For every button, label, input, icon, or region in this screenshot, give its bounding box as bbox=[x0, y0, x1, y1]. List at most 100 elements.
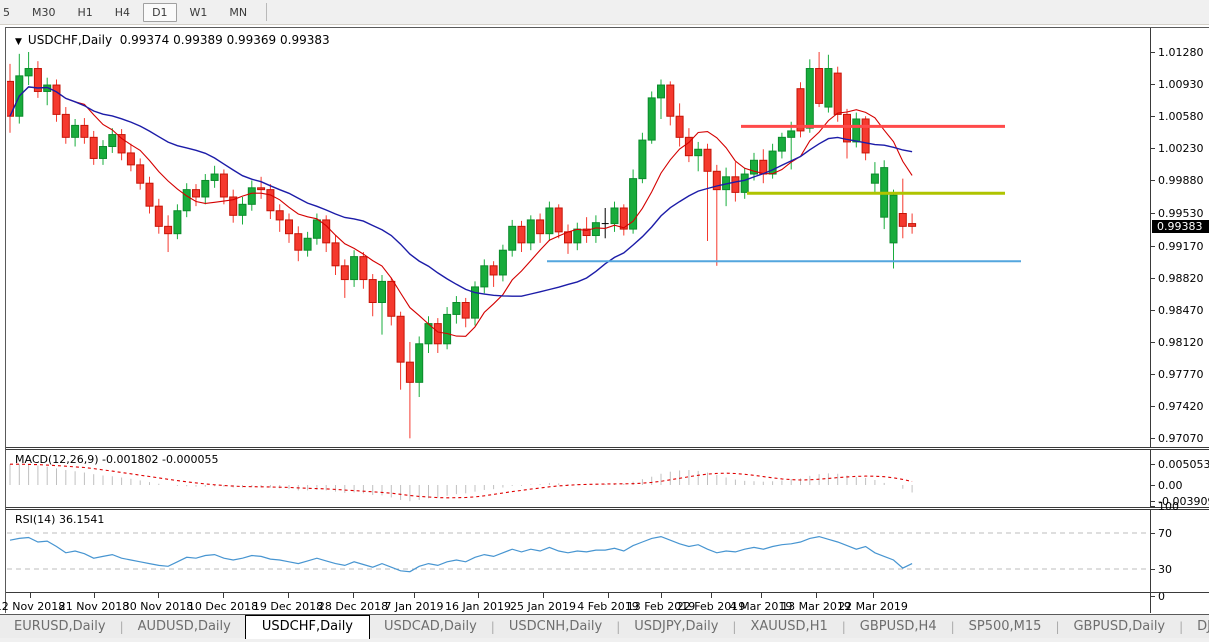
date-axis-label: 19 Dec 2018 bbox=[252, 600, 324, 613]
macd-axis-tick bbox=[1150, 485, 1155, 486]
timeframe-button-w1[interactable]: W1 bbox=[189, 5, 208, 19]
price-axis-label: 0.98470 bbox=[1158, 304, 1204, 317]
date-axis-tick bbox=[543, 593, 544, 598]
chart-tab-xauusd-h1[interactable]: XAUUSD,H1 bbox=[750, 619, 828, 634]
date-axis-tick bbox=[353, 593, 354, 598]
date-axis-tick bbox=[223, 593, 224, 598]
date-axis-tick bbox=[661, 593, 662, 598]
date-axis-tick bbox=[30, 593, 31, 598]
timeframe-toolbar: 5 M30 H1 H4 D1 W1 MN bbox=[0, 0, 1209, 25]
symbol-tabbar: EURUSD,Daily | AUDUSD,Daily USDCHF,Daily USD… bbox=[0, 614, 1209, 639]
rsi-canvas[interactable] bbox=[7, 510, 1146, 591]
date-axis-label: 25 Jan 2019 bbox=[510, 600, 576, 613]
chart-tab-usdcnh-daily[interactable]: USDCNH,Daily bbox=[508, 619, 603, 634]
rsi-axis-label: 30 bbox=[1158, 563, 1172, 576]
date-axis-tick bbox=[414, 593, 415, 598]
panel-separator bbox=[6, 592, 1209, 593]
date-axis-label: 22 Mar 2019 bbox=[838, 600, 908, 613]
date-axis-label: 13 Mar 2019 bbox=[781, 600, 851, 613]
date-axis-label: 4 Feb 2019 bbox=[577, 600, 639, 613]
date-axis-tick bbox=[608, 593, 609, 598]
chart-tab-dj30-h4[interactable]: DJ30,H4 bbox=[1197, 619, 1209, 634]
date-axis-label: 21 Nov 2018 bbox=[58, 600, 130, 613]
date-axis-label: 7 Jan 2019 bbox=[384, 600, 444, 613]
date-axis-label: 4 Mar 2019 bbox=[729, 600, 793, 613]
price-axis-label: 1.00230 bbox=[1158, 142, 1204, 155]
chart-symbol-label: USDCHF,Daily bbox=[27, 33, 113, 47]
price-axis-label: 0.99170 bbox=[1158, 240, 1204, 253]
macd-axis-label: 0.00 bbox=[1158, 479, 1183, 492]
timeframe-button-h4[interactable]: H4 bbox=[114, 5, 131, 19]
chevron-down-icon[interactable]: ▼ bbox=[15, 37, 22, 47]
date-axis-label: 12 Nov 2018 bbox=[0, 600, 66, 613]
date-axis-tick bbox=[158, 593, 159, 598]
current-price-badge: 0.99383 bbox=[1152, 220, 1209, 233]
panel-separator bbox=[6, 507, 1209, 510]
tab-divider: | bbox=[490, 620, 495, 634]
price-axis-label: 0.98820 bbox=[1158, 272, 1204, 285]
price-axis-tick bbox=[1150, 374, 1155, 375]
chart-tab-usdcad-daily[interactable]: USDCAD,Daily bbox=[384, 619, 477, 634]
macd-axis-tick bbox=[1150, 464, 1155, 465]
macd-axis-label: 0.005053 bbox=[1158, 458, 1209, 471]
price-axis-label: 1.00580 bbox=[1158, 110, 1204, 123]
price-axis-tick bbox=[1150, 438, 1155, 439]
price-axis-tick bbox=[1150, 180, 1155, 181]
date-axis-label: 16 Jan 2019 bbox=[445, 600, 511, 613]
panel-separator bbox=[6, 447, 1209, 450]
chart-tab-eurusd-daily[interactable]: EURUSD,Daily bbox=[14, 619, 106, 634]
chart-tab-gbpusd-h4[interactable]: GBPUSD,H4 bbox=[859, 619, 937, 634]
date-axis-tick bbox=[288, 593, 289, 598]
price-axis-tick bbox=[1150, 52, 1155, 53]
macd-axis-label: -0.003909 bbox=[1158, 495, 1209, 508]
rsi-indicator-label: RSI(14) 36.1541 bbox=[15, 513, 105, 526]
timeframe-button-5[interactable]: 5 bbox=[3, 5, 10, 19]
tab-divider: | bbox=[950, 620, 955, 634]
chart-window: ▼ USDCHF,Daily 0.99374 0.99389 0.99369 0.… bbox=[0, 27, 1209, 613]
date-axis-label: 22 Feb 2019 bbox=[676, 600, 746, 613]
timeframe-button-h1[interactable]: H1 bbox=[77, 5, 93, 19]
timeframe-button-mn[interactable]: MN bbox=[229, 5, 248, 19]
date-axis-label: 28 Dec 2018 bbox=[317, 600, 389, 613]
price-axis-label: 0.97420 bbox=[1158, 400, 1204, 413]
chart-tab-usdchf-daily[interactable]: USDCHF,Daily bbox=[244, 615, 370, 639]
tab-divider: | bbox=[841, 620, 846, 634]
chart-tab-sp500-m15[interactable]: SP500,M15 bbox=[968, 619, 1042, 634]
date-axis-tick bbox=[873, 593, 874, 598]
chart-tab-gbpusd-daily[interactable]: GBPUSD,Daily bbox=[1073, 619, 1166, 634]
price-axis-label: 0.99530 bbox=[1158, 207, 1204, 220]
date-axis-label: 13 Feb 2019 bbox=[626, 600, 696, 613]
candlestick-canvas[interactable] bbox=[7, 47, 1146, 446]
chart-tab-audusd-daily[interactable]: AUDUSD,Daily bbox=[137, 619, 231, 634]
rsi-axis-tick bbox=[1150, 569, 1155, 570]
price-axis-label: 0.98120 bbox=[1158, 336, 1204, 349]
rsi-axis-label: 100 bbox=[1158, 500, 1179, 513]
chart-ohlc-values: 0.99374 0.99389 0.99369 0.99383 bbox=[119, 33, 330, 47]
price-axis-label: 0.97070 bbox=[1158, 432, 1204, 445]
price-axis-tick bbox=[1150, 116, 1155, 117]
chart-header: ▼ USDCHF,Daily 0.99374 0.99389 0.99369 0.… bbox=[15, 33, 330, 47]
rsi-axis-label: 70 bbox=[1158, 527, 1172, 540]
price-axis-separator bbox=[1150, 28, 1151, 613]
timeframe-button-d1[interactable]: D1 bbox=[143, 2, 177, 22]
date-axis-label: 30 Nov 2018 bbox=[122, 600, 194, 613]
macd-canvas[interactable] bbox=[7, 450, 1146, 507]
price-axis-label: 1.01280 bbox=[1158, 46, 1204, 59]
price-axis-label: 1.00930 bbox=[1158, 78, 1204, 91]
price-axis-tick bbox=[1150, 310, 1155, 311]
date-axis-tick bbox=[94, 593, 95, 598]
toolbar-divider bbox=[266, 3, 268, 21]
timeframe-button-m30[interactable]: M30 bbox=[32, 5, 56, 19]
rsi-axis-tick bbox=[1150, 506, 1155, 507]
price-axis-tick bbox=[1150, 342, 1155, 343]
date-axis-tick bbox=[711, 593, 712, 598]
chart-tab-usdjpy-daily[interactable]: USDJPY,Daily bbox=[634, 619, 719, 634]
rsi-axis-tick bbox=[1150, 596, 1155, 597]
tab-divider: | bbox=[616, 620, 621, 634]
price-axis-tick bbox=[1150, 148, 1155, 149]
date-axis-tick bbox=[816, 593, 817, 598]
price-axis-tick bbox=[1150, 278, 1155, 279]
price-axis-label: 0.99880 bbox=[1158, 174, 1204, 187]
date-axis-tick bbox=[761, 593, 762, 598]
rsi-axis-tick bbox=[1150, 533, 1155, 534]
